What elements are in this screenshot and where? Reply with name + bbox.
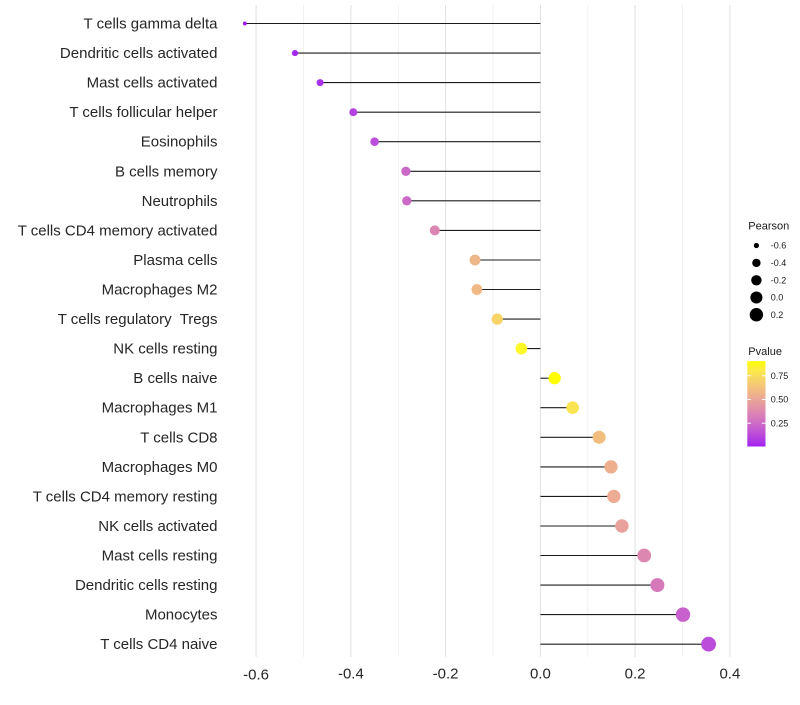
svg-text:Monocytes: Monocytes: [145, 607, 218, 624]
svg-text:T cells CD4 memory activated: T cells CD4 memory activated: [18, 222, 218, 239]
svg-text:T cells regulatory Tregs: T cells regulatory Tregs: [58, 311, 218, 328]
svg-text:Mast cells activated: Mast cells activated: [87, 75, 218, 92]
svg-text:Dendritic cells activated: Dendritic cells activated: [60, 45, 218, 62]
svg-text:NK cells resting: NK cells resting: [113, 341, 217, 358]
svg-text:B cells naive: B cells naive: [133, 370, 217, 387]
svg-text:NK cells activated: NK cells activated: [98, 518, 217, 535]
svg-text:Mast cells resting: Mast cells resting: [102, 548, 218, 565]
svg-text:Pvalue: Pvalue: [748, 346, 782, 358]
svg-text:Macrophages M2: Macrophages M2: [102, 282, 218, 299]
svg-text:Dendritic cells resting: Dendritic cells resting: [75, 577, 218, 594]
svg-text:-0.6: -0.6: [243, 666, 269, 683]
svg-text:-0.6: -0.6: [771, 241, 787, 251]
svg-text:0.75: 0.75: [771, 371, 789, 381]
svg-text:T cells CD4 memory resting: T cells CD4 memory resting: [33, 488, 218, 505]
svg-text:-0.2: -0.2: [433, 666, 459, 683]
svg-text:0.50: 0.50: [771, 395, 789, 405]
svg-text:0.0: 0.0: [530, 666, 551, 683]
svg-text:-0.4: -0.4: [771, 258, 787, 268]
svg-text:T cells gamma delta: T cells gamma delta: [84, 16, 219, 33]
svg-text:0.25: 0.25: [771, 418, 789, 428]
svg-text:0.2: 0.2: [625, 666, 646, 683]
svg-text:-0.2: -0.2: [771, 276, 787, 286]
svg-text:0.2: 0.2: [771, 310, 784, 320]
svg-text:T cells follicular helper: T cells follicular helper: [69, 104, 217, 121]
svg-text:0.0: 0.0: [771, 293, 784, 303]
svg-text:Macrophages M1: Macrophages M1: [102, 400, 218, 417]
svg-text:0.4: 0.4: [719, 666, 740, 683]
svg-text:-0.4: -0.4: [338, 666, 364, 683]
svg-text:Macrophages M0: Macrophages M0: [102, 459, 218, 476]
svg-text:T cells CD8: T cells CD8: [140, 429, 217, 446]
svg-text:Neutrophils: Neutrophils: [142, 193, 218, 210]
svg-text:T cells CD4 naive: T cells CD4 naive: [100, 636, 217, 653]
svg-text:Eosinophils: Eosinophils: [141, 134, 218, 151]
svg-text:Pearson: Pearson: [748, 221, 789, 233]
svg-text:Plasma cells: Plasma cells: [133, 252, 217, 269]
svg-text:B cells memory: B cells memory: [115, 163, 218, 180]
